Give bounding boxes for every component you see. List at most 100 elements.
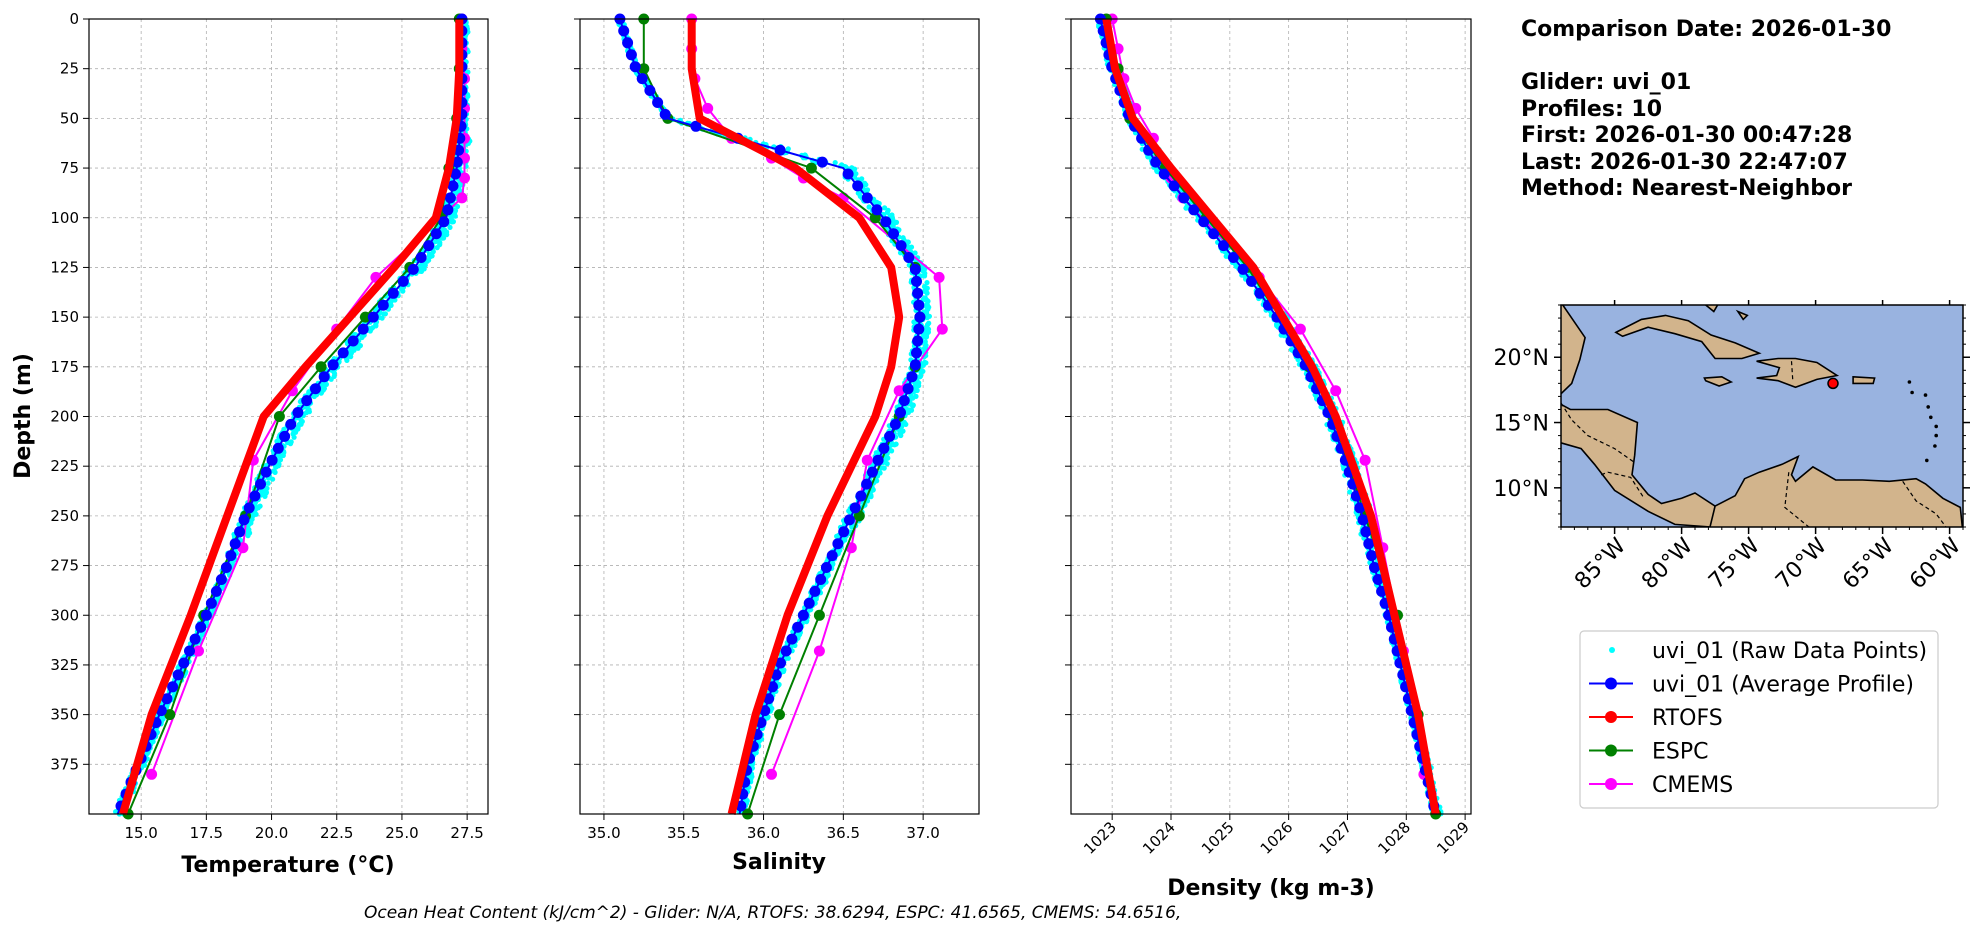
temperature-avg-marker — [447, 180, 459, 192]
legend-label: CMEMS — [1652, 773, 1733, 798]
salinity-avg-marker — [763, 693, 775, 705]
salinity-avg-marker — [644, 85, 656, 96]
hispaniola-land — [1756, 357, 1840, 389]
density-cmems-marker — [1330, 385, 1342, 397]
raw-data-point — [923, 333, 929, 340]
temperature-avg-marker — [238, 514, 250, 526]
raw-data-point — [912, 250, 918, 256]
temperature-rtofs-line — [119, 19, 464, 816]
map-lat-label: 10°N — [1494, 477, 1549, 502]
density-avg-marker — [1357, 514, 1369, 526]
temperature-x-tick-label: 22.5 — [320, 824, 353, 842]
temperature-cmems-marker — [456, 192, 468, 204]
lesser-antilles-island — [1933, 444, 1937, 448]
salinity-avg-marker — [913, 323, 925, 335]
density-avg-marker — [1158, 168, 1170, 180]
depth-tick-label: 200 — [50, 408, 79, 426]
density-avg-marker — [1372, 574, 1384, 585]
density-avg-marker — [1363, 538, 1375, 550]
salinity-cmems-marker — [893, 385, 905, 397]
salinity-cmems-marker — [861, 454, 873, 466]
salinity-avg-marker — [872, 454, 884, 466]
depth-tick-label: 0 — [69, 10, 79, 28]
temperature-avg-marker — [318, 371, 330, 383]
salinity-cmems-marker — [933, 271, 945, 283]
depth-tick-label: 375 — [50, 755, 79, 773]
density-panel: 1023 1024 1025 1026 1027 1028 1029 Density (kg… — [1065, 13, 1473, 901]
temperature-x-tick-label: 25.0 — [385, 824, 418, 842]
lesser-antilles-island — [1925, 458, 1929, 463]
comparison-date: Comparison Date: 2026-01-30 — [1521, 17, 1891, 42]
raw-data-point — [870, 487, 876, 493]
raw-data-point — [277, 457, 284, 463]
salinity-avg-marker — [903, 252, 915, 263]
raw-data-point — [388, 299, 394, 305]
map-lon-label: 70°W — [1771, 533, 1832, 594]
temperature-espc-marker — [359, 311, 371, 323]
country-border — [1784, 472, 1810, 527]
raw-data-point — [1295, 357, 1301, 363]
south-america-land — [1709, 454, 1963, 527]
temperature-avg-marker — [442, 204, 454, 216]
temperature-avg-marker — [243, 502, 255, 514]
raw-data-point — [891, 442, 898, 448]
temperature-x-tick-label: 15.0 — [124, 824, 157, 842]
profile-count: Profiles: 10 — [1521, 97, 1662, 122]
density-x-tick-label: 1024 — [1139, 818, 1179, 858]
density-cmems-marker — [1294, 323, 1306, 335]
salinity-avg-marker — [659, 108, 671, 120]
temperature-avg-marker — [210, 585, 222, 597]
temperature-avg-marker — [423, 240, 435, 252]
depth-tick-label: 350 — [50, 706, 79, 724]
raw-data-point — [245, 533, 251, 539]
temperature-avg-marker — [167, 681, 179, 693]
legend-label: uvi_01 (Raw Data Points) — [1652, 639, 1927, 664]
temperature-avg-marker — [172, 669, 184, 681]
temperature-avg-marker — [301, 395, 313, 407]
salinity-avg-marker — [898, 395, 910, 407]
raw-data-point — [849, 524, 855, 530]
temperature-cmems-marker — [459, 172, 470, 184]
salinity-x-tick-label: 36.0 — [747, 824, 780, 842]
density-avg-marker — [1168, 180, 1180, 192]
raw-data-point — [884, 461, 890, 467]
salinity-avg-marker — [770, 669, 782, 681]
density-avg-marker — [1369, 562, 1380, 573]
salinity-avg-marker — [895, 407, 906, 418]
salinity-avg-marker — [838, 526, 850, 538]
depth-tick-label: 75 — [60, 159, 79, 177]
map-lat-label: 15°N — [1494, 412, 1549, 437]
density-avg-marker — [1227, 252, 1239, 263]
salinity-avg-marker — [866, 466, 878, 478]
legend-swatch — [1609, 647, 1615, 653]
lesser-antilles-island — [1910, 390, 1914, 395]
salinity-avg-marker — [816, 156, 828, 168]
salinity-avg-marker — [792, 621, 804, 633]
salinity-avg-marker — [913, 299, 925, 311]
salinity-avg-marker — [909, 359, 921, 371]
density-series — [1094, 13, 1442, 820]
country-border — [1600, 471, 1645, 499]
depth-tick-label: 175 — [50, 358, 79, 376]
raw-data-point — [898, 432, 904, 439]
raw-data-point — [1347, 489, 1353, 495]
density-x-tick-label: 1023 — [1080, 818, 1120, 858]
temperature-cmems-marker — [193, 645, 204, 657]
salinity-avg-marker — [775, 657, 786, 669]
temperature-espc-marker — [315, 361, 327, 373]
temperature-x-tick-label: 20.0 — [255, 824, 288, 842]
legend-swatch-marker — [1605, 711, 1617, 723]
temperature-avg-marker — [337, 347, 349, 359]
salinity-x-tick-label: 35.0 — [587, 824, 620, 842]
raw-data-point — [884, 209, 891, 215]
map-lon-label: 65°W — [1838, 533, 1899, 594]
raw-data-point — [382, 311, 388, 317]
legend-swatch-marker — [1605, 677, 1617, 690]
raw-data-point — [910, 395, 916, 401]
salinity-avg-marker — [884, 430, 896, 442]
density-avg-marker — [1246, 275, 1257, 287]
salinity-rtofs-line — [687, 19, 904, 815]
salinity-grid — [580, 18, 979, 814]
depth-y-ticks: 0 25 50 75 100 125 150 175 200 225 250 275 300 325 350… — [50, 10, 89, 773]
